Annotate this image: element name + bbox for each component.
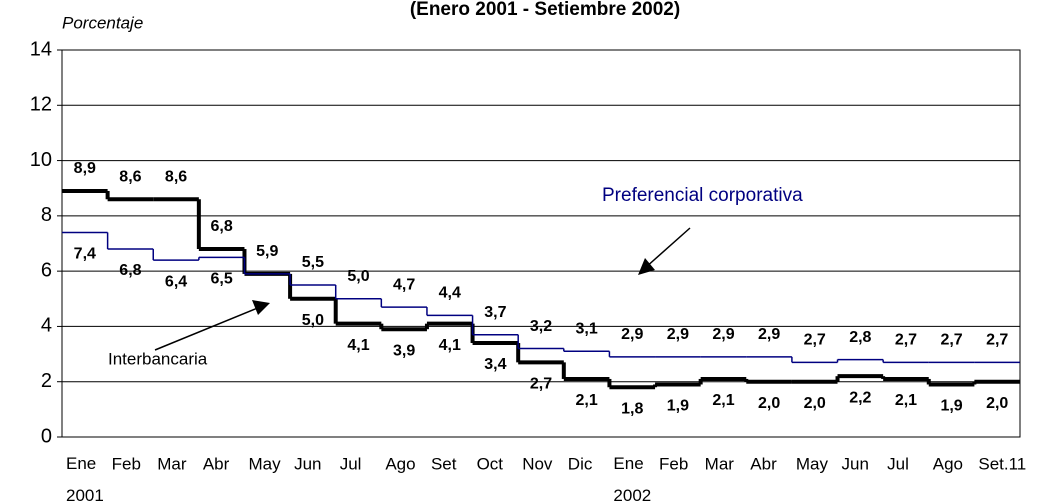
value-label: 4,4 bbox=[439, 285, 461, 302]
value-label: 2,1 bbox=[575, 392, 597, 409]
x-tick-label: Jul bbox=[340, 454, 362, 473]
value-label: 5,9 bbox=[256, 243, 278, 260]
value-label: 1,8 bbox=[621, 400, 643, 417]
series-label: Preferencial corporativa bbox=[602, 185, 803, 206]
value-label: 2,0 bbox=[986, 395, 1008, 412]
value-label: 2,1 bbox=[895, 392, 917, 409]
value-label: 2,7 bbox=[986, 332, 1008, 349]
value-label: 3,9 bbox=[393, 342, 415, 359]
value-label: 3,4 bbox=[484, 356, 506, 373]
value-label: 2,7 bbox=[530, 376, 552, 393]
value-label: 5,0 bbox=[347, 268, 369, 285]
value-label: 1,9 bbox=[667, 398, 689, 415]
x-tick-label: May bbox=[796, 454, 829, 473]
x-tick-label: Jul bbox=[887, 454, 909, 473]
value-label: 2,8 bbox=[849, 329, 871, 346]
y-tick-label: 2 bbox=[41, 370, 52, 392]
plot-frame bbox=[61, 49, 1021, 438]
value-label: 6,8 bbox=[211, 218, 233, 235]
value-label: 8,6 bbox=[165, 168, 187, 185]
annotation-arrow bbox=[154, 304, 266, 351]
x-tick-label: Feb bbox=[659, 454, 688, 473]
x-tick-label: Mar bbox=[157, 454, 187, 473]
x-tick-label: Abr bbox=[750, 454, 777, 473]
value-label: 5,0 bbox=[302, 312, 324, 329]
x-tick-label: Ago bbox=[933, 454, 963, 473]
x-tick-label: Ago bbox=[385, 454, 415, 473]
x-tick-label: Jun bbox=[294, 454, 321, 473]
x-tick-label: Jun bbox=[842, 454, 869, 473]
value-label: 5,5 bbox=[302, 254, 324, 271]
x-tick-label: Feb bbox=[112, 454, 141, 473]
value-label: 2,0 bbox=[758, 395, 780, 412]
value-label: 2,1 bbox=[712, 392, 734, 409]
y-tick-label: 14 bbox=[30, 38, 52, 60]
x-tick-label: Oct bbox=[477, 454, 504, 473]
y-tick-label: 6 bbox=[41, 259, 52, 281]
x-tick-label: Abr bbox=[203, 454, 230, 473]
series-label: Interbancaria bbox=[108, 349, 208, 368]
value-label: 2,9 bbox=[758, 326, 780, 343]
chart-title: (Enero 2001 - Setiembre 2002) bbox=[410, 0, 680, 20]
arrow-head bbox=[252, 300, 270, 315]
annotation-arrow bbox=[644, 227, 691, 269]
value-label: 2,7 bbox=[804, 332, 826, 349]
y-tick-label: 4 bbox=[41, 315, 52, 337]
x-tick-label: Ene 2001 bbox=[66, 454, 104, 501]
value-label: 2,9 bbox=[667, 326, 689, 343]
value-label: 3,2 bbox=[530, 318, 552, 335]
value-label: 8,9 bbox=[74, 160, 96, 177]
value-label: 2,9 bbox=[621, 326, 643, 343]
value-label: 6,8 bbox=[119, 262, 141, 279]
value-label: 2,7 bbox=[940, 332, 962, 349]
value-label: 6,4 bbox=[165, 273, 187, 290]
value-label: 4,1 bbox=[347, 337, 369, 354]
y-tick-label: 12 bbox=[30, 94, 52, 116]
x-tick-label: Nov bbox=[522, 454, 553, 473]
value-label: 8,6 bbox=[119, 168, 141, 185]
y-tick-label: 10 bbox=[30, 149, 52, 171]
x-tick-label: May bbox=[248, 454, 281, 473]
value-label: 7,4 bbox=[74, 246, 96, 263]
value-label: 6,5 bbox=[211, 271, 233, 288]
y-tick-label: 0 bbox=[41, 425, 52, 447]
value-label: 2,7 bbox=[895, 332, 917, 349]
value-label: 2,0 bbox=[804, 395, 826, 412]
value-label: 4,1 bbox=[439, 337, 461, 354]
x-tick-label: Mar bbox=[705, 454, 735, 473]
x-tick-label: Ene 2002 bbox=[613, 454, 651, 501]
value-label: 2,2 bbox=[849, 389, 871, 406]
x-tick-label: Dic bbox=[568, 454, 593, 473]
x-tick-label: Set bbox=[431, 454, 457, 473]
value-label: 4,7 bbox=[393, 276, 415, 293]
y-axis-label: Porcentaje bbox=[62, 13, 143, 32]
x-tick-label: Set.11 bbox=[978, 454, 1026, 473]
value-label: 3,7 bbox=[484, 304, 506, 321]
y-tick-label: 8 bbox=[41, 204, 52, 226]
value-label: 3,1 bbox=[575, 321, 597, 338]
value-label: 2,9 bbox=[712, 326, 734, 343]
value-label: 1,9 bbox=[940, 398, 962, 415]
